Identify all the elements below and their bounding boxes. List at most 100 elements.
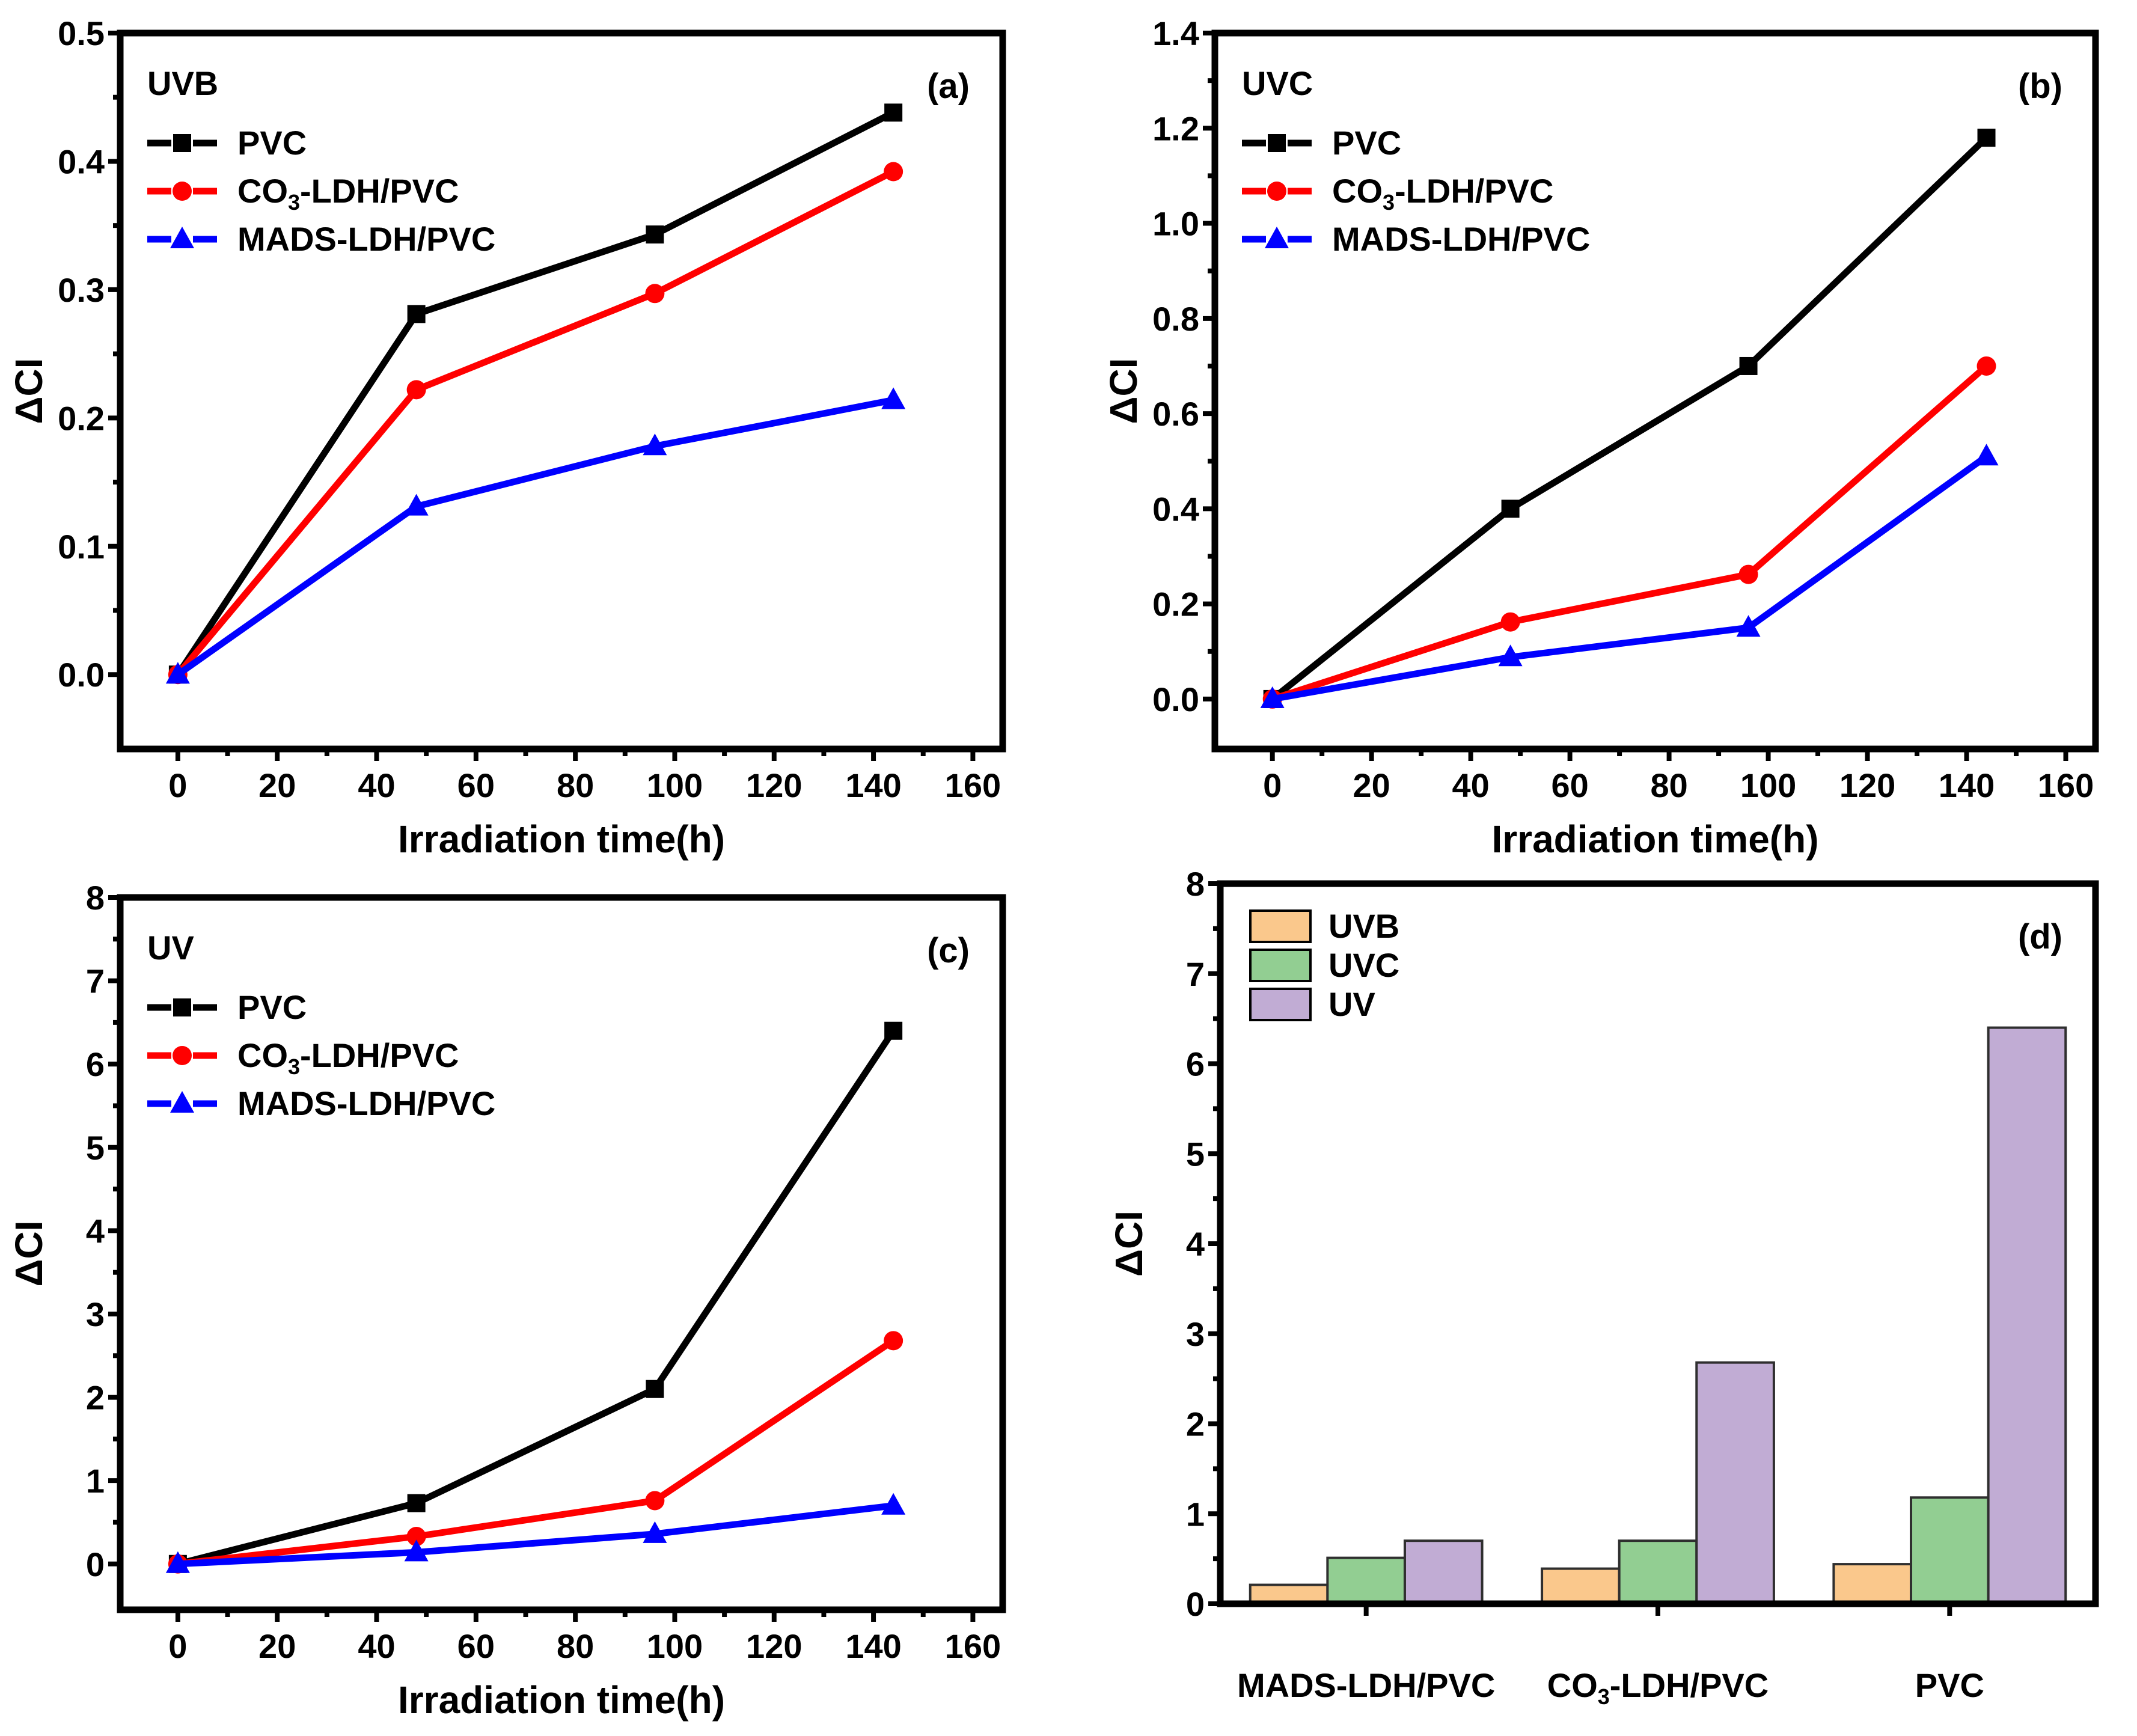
- marker-circle: [173, 1046, 192, 1065]
- legend-label: CO3-LDH/PVC: [237, 172, 459, 215]
- series-line-1: [1271, 363, 1989, 703]
- marker-circle: [1267, 182, 1286, 201]
- y-tick-label: 0.4: [1152, 490, 1199, 528]
- marker-square: [646, 225, 664, 244]
- marker-triangle: [1265, 227, 1289, 248]
- x-tick-label: 140: [845, 1627, 901, 1665]
- panel-a-uvb-line-chart: 0 20 40 60 80 100 120 140 160 Irradiation time(h)…: [7, 14, 1006, 861]
- y-tick-label: 0.5: [58, 14, 105, 52]
- y-tick-label: 0: [1186, 1585, 1205, 1623]
- legend-label: UVB: [1328, 907, 1399, 945]
- legend-label: PVC: [237, 124, 307, 162]
- legend-label: CO3-LDH/PVC: [237, 1036, 459, 1079]
- panel-letter: (b): [2018, 67, 2062, 106]
- y-tick-label: 1.2: [1152, 109, 1199, 147]
- y-tick-label: 1: [1186, 1495, 1205, 1533]
- y-tick-label: 0.6: [1152, 395, 1199, 433]
- y-tick-label: 1.4: [1152, 14, 1199, 52]
- y-axis-title: ΔCI: [1107, 1211, 1151, 1277]
- y-tick-label: 5: [86, 1129, 105, 1167]
- x-tick-label: 80: [557, 766, 594, 804]
- x-tick-label: 100: [647, 1627, 703, 1665]
- marker-square: [1501, 500, 1520, 518]
- bar: [1987, 1026, 2067, 1606]
- marker-triangle: [881, 1493, 906, 1515]
- marker-circle: [1976, 356, 1996, 376]
- marker-triangle: [165, 1551, 190, 1573]
- y-tick-label: 4: [1186, 1225, 1205, 1263]
- legend-swatch: [1249, 988, 1312, 1021]
- marker-triangle: [1736, 615, 1761, 637]
- x-axis-title: Irradiation time(h): [398, 1678, 725, 1722]
- y-tick-label: 3: [86, 1295, 105, 1333]
- marker-triangle: [643, 433, 667, 456]
- legend-label: CO3-LDH/PVC: [1332, 172, 1553, 215]
- y-tick-label: 0.0: [58, 656, 105, 694]
- marker-triangle: [404, 494, 429, 516]
- y-tick-label: 0.3: [58, 271, 105, 309]
- bar: [1695, 1361, 1775, 1605]
- y-tick-label: 0.0: [1152, 680, 1199, 718]
- legend-swatch: [1249, 909, 1312, 943]
- y-tick-label: 1: [86, 1462, 105, 1500]
- series-line-1: [177, 1337, 896, 1568]
- panel-d-summary-bar-chart: MADS-LDH/PVC CO3-LDH/PVC PVC 0 1 2 3 4 5 6 7 8 ΔCI UV…: [1107, 868, 2099, 1709]
- y-tick-label: 6: [86, 1045, 105, 1083]
- y-tick-label: 3: [1186, 1315, 1205, 1353]
- marker-triangle: [170, 1091, 194, 1113]
- marker-circle: [406, 380, 426, 400]
- marker-circle: [1500, 612, 1520, 632]
- bar: [1910, 1496, 1990, 1606]
- marker-circle: [884, 162, 903, 182]
- legend-title: UVB: [147, 64, 218, 102]
- x-tick-label: 60: [457, 1627, 495, 1665]
- series-line-2: [176, 397, 894, 677]
- legend-label: PVC: [237, 988, 307, 1026]
- x-tick-label: 140: [1939, 766, 1995, 804]
- y-tick-label: 2: [86, 1379, 105, 1417]
- y-tick-label: 6: [1186, 1045, 1205, 1083]
- x-tick-label: 100: [1740, 766, 1796, 804]
- legend-label: MADS-LDH/PVC: [237, 1084, 495, 1122]
- marker-triangle: [170, 227, 194, 248]
- panel-letter: (c): [927, 931, 970, 970]
- x-tick-label: 120: [1839, 766, 1895, 804]
- x-tick-label: 80: [1650, 766, 1687, 804]
- bar: [1541, 1567, 1621, 1606]
- legend-swatch: [1249, 949, 1312, 982]
- y-tick-label: 1.0: [1152, 205, 1199, 243]
- marker-circle: [645, 1491, 665, 1511]
- legend-title: UV: [147, 929, 194, 967]
- marker-square: [173, 134, 191, 152]
- x-tick-label: 40: [358, 1627, 395, 1665]
- x-tick-label: 0: [168, 766, 187, 804]
- x-tick-label: 120: [746, 766, 802, 804]
- plot-frame: [117, 894, 1006, 1613]
- y-tick-label: 0.2: [58, 399, 105, 437]
- plot-frame: [1211, 29, 2099, 753]
- x-tick-label: 160: [945, 766, 1001, 804]
- x-tick-label: 140: [845, 766, 901, 804]
- x-tick-label: 20: [1353, 766, 1390, 804]
- x-tick-label: 60: [1551, 766, 1588, 804]
- x-tick-label: 40: [1452, 766, 1489, 804]
- y-tick-label: 0.2: [1152, 585, 1199, 623]
- marker-square: [884, 103, 903, 122]
- y-tick-label: 0: [86, 1545, 105, 1583]
- marker-circle: [406, 1527, 426, 1547]
- series-line-0: [177, 1028, 896, 1568]
- y-tick-label: 7: [1186, 955, 1205, 993]
- legend-title: UVC: [1242, 64, 1313, 102]
- marker-square: [173, 998, 191, 1016]
- bar: [1403, 1539, 1484, 1606]
- x-axis-title: Irradiation time(h): [1491, 818, 1818, 861]
- marker-triangle: [1498, 644, 1523, 667]
- bar: [1326, 1556, 1406, 1605]
- legend-label: PVC: [1332, 124, 1401, 162]
- marker-square: [646, 1380, 664, 1398]
- marker-triangle: [1260, 686, 1285, 708]
- y-tick-label: 8: [86, 879, 105, 917]
- y-tick-label: 0.4: [58, 142, 105, 180]
- series-line-0: [1270, 135, 1989, 702]
